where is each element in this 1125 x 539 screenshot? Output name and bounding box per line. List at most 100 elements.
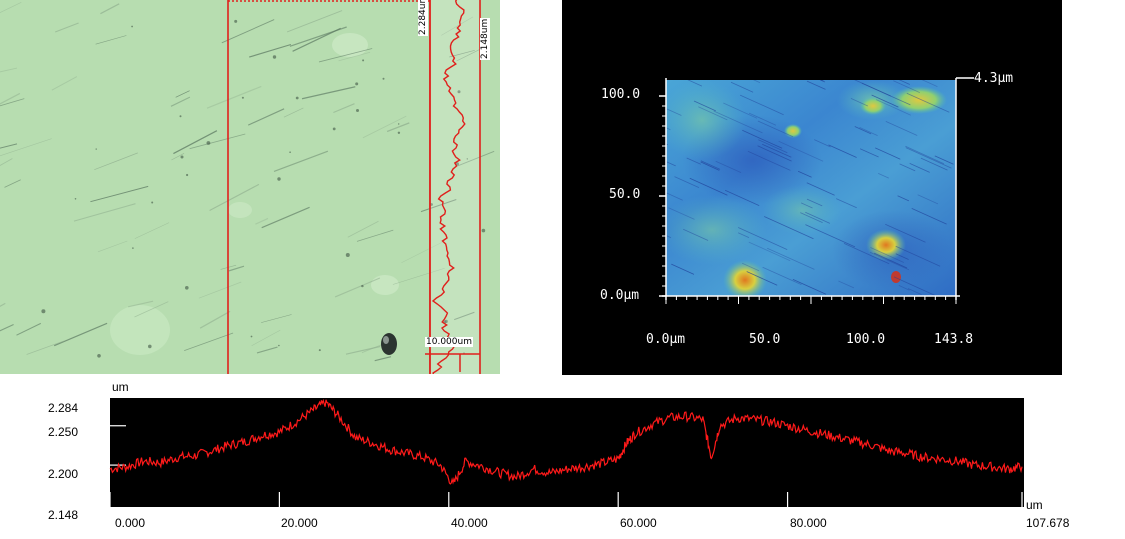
surface-dot <box>241 96 244 99</box>
height-scratch <box>806 182 835 196</box>
profile-max-label: 2.284um <box>418 0 428 36</box>
x-tick-100: 100.0 <box>846 332 886 347</box>
x-tick-0: 0.0µm <box>646 332 686 347</box>
scratch-line <box>53 322 108 347</box>
scratch-line <box>55 22 79 33</box>
profile-plot <box>109 398 1024 507</box>
height-peak <box>723 260 767 296</box>
height-scratch <box>870 247 904 263</box>
height-scratch <box>797 170 812 178</box>
height-scratch <box>907 288 922 295</box>
height-scratch <box>757 120 794 138</box>
height-scratch <box>742 129 783 149</box>
height-scratch <box>906 92 950 113</box>
surface-dot <box>362 59 365 62</box>
height-scratch <box>861 82 911 106</box>
scratch-line <box>345 345 381 355</box>
height-scratch <box>805 224 856 248</box>
scratch-line <box>209 183 260 212</box>
surface-dot <box>332 127 336 131</box>
height-scratch <box>739 94 784 116</box>
scratch-line <box>0 323 14 332</box>
surface-dot <box>179 115 182 118</box>
y-tick-label: 2.250 <box>48 425 79 439</box>
height-scratch <box>742 262 760 272</box>
height-scratch <box>838 280 855 289</box>
scratch-line <box>0 67 18 73</box>
scratch-line <box>374 356 392 362</box>
height-scratch <box>917 194 939 205</box>
surface-dot <box>318 349 321 352</box>
x-tick-label: 0.000 <box>115 516 146 530</box>
height-scratch <box>905 145 945 165</box>
height-scratch <box>698 106 728 121</box>
profile-strip <box>429 0 481 374</box>
surface-dot <box>355 82 359 86</box>
surface-dot <box>95 148 97 150</box>
scratch-line <box>261 314 292 323</box>
scratch-line <box>286 10 343 33</box>
height-scratch <box>762 266 802 285</box>
scratch-line <box>392 268 445 285</box>
height-scratch <box>898 285 910 291</box>
surface-dot <box>398 123 400 125</box>
height-scratch <box>878 173 889 179</box>
height-scratch <box>674 176 700 188</box>
height-scratch <box>854 126 872 135</box>
height-scratch <box>920 157 948 171</box>
scratch-line <box>454 311 475 321</box>
scratch-line <box>301 86 356 100</box>
scratch-line <box>171 153 185 161</box>
height-scratch <box>806 198 823 207</box>
y-tick-50: 50.0 <box>609 187 641 202</box>
height-scratch <box>873 252 908 269</box>
height-map-image <box>666 80 956 296</box>
y-tick-label: 2.148 <box>48 508 79 522</box>
height-scratch <box>814 139 831 148</box>
scratch-line <box>338 51 371 62</box>
surface-dot <box>277 177 281 181</box>
height-scratch <box>689 177 728 196</box>
y-tick-label: 2.284 <box>48 401 79 415</box>
surface-dot <box>250 335 253 338</box>
scratch-line <box>401 241 443 263</box>
scratch-line <box>95 35 127 45</box>
scratch-line <box>94 152 138 171</box>
profile-series-line <box>109 398 1023 485</box>
height-scratch <box>921 80 938 87</box>
surface-dot <box>278 344 280 347</box>
height-scratch <box>693 100 716 112</box>
surface-dot <box>206 141 211 145</box>
height-scratch <box>686 157 701 165</box>
y-tick-100: 100.0 <box>601 87 641 102</box>
scratch-line <box>347 220 379 238</box>
micrograph-image <box>0 0 500 374</box>
surface-dot <box>345 253 350 257</box>
x-tick-label: 20.000 <box>281 516 318 530</box>
particle-highlight <box>383 336 389 344</box>
surface-dot <box>397 131 401 134</box>
scratch-line <box>261 206 310 229</box>
scratch-line <box>441 16 474 36</box>
height-scratch <box>819 80 826 83</box>
surface-scratches <box>0 1 495 362</box>
scratch-line <box>283 107 304 118</box>
height-scratch <box>850 98 868 107</box>
height-scratch <box>687 80 703 87</box>
scratch-line <box>273 150 329 172</box>
scratch-line <box>318 48 373 63</box>
height-scratch <box>715 160 742 173</box>
height-peak <box>891 86 947 114</box>
scratch-line <box>198 281 242 299</box>
scratch-line <box>333 103 355 114</box>
micrograph-background <box>0 0 500 374</box>
height-map-svg <box>659 77 974 304</box>
surface-dot <box>41 309 46 314</box>
height-map-panel: 100.0 50.0 0.0µm 0.0µm 50.0 100.0 143.8 … <box>562 0 1062 375</box>
height-scratch <box>762 143 792 158</box>
height-scratch <box>683 228 709 241</box>
height-scratch <box>700 160 721 170</box>
height-scratch <box>800 212 823 223</box>
height-scratch <box>885 223 926 243</box>
height-scratch <box>859 148 879 158</box>
